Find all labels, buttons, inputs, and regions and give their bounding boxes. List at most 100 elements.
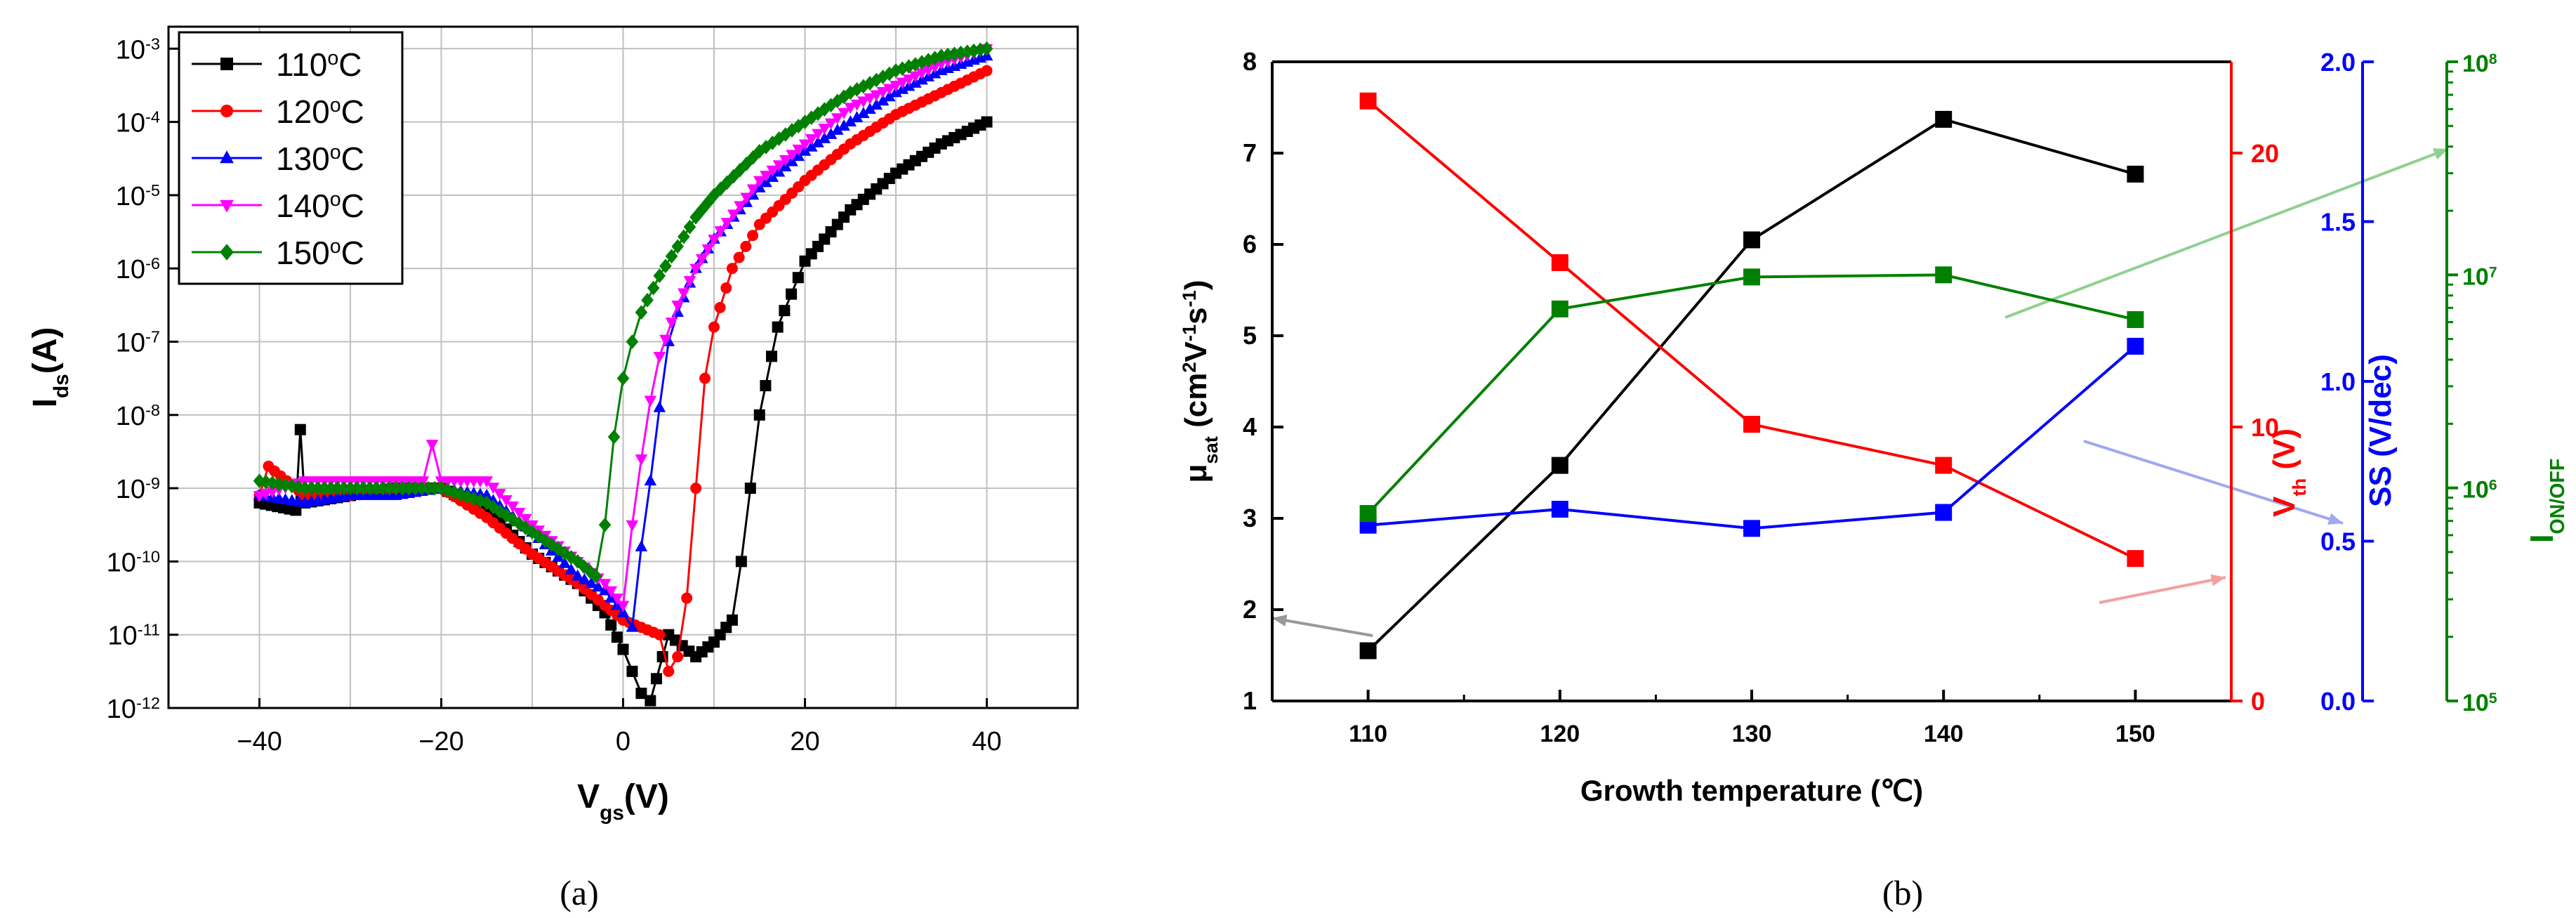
data-point-120 (663, 665, 675, 677)
y-tick-label: 10-9 (116, 474, 160, 504)
mu-tick-label: 7 (1243, 138, 1257, 167)
legend-marker-130 (220, 150, 234, 164)
data-point-150 (337, 480, 350, 496)
data-point-150 (454, 487, 468, 502)
legend: 110oC 120oC 130oC 140oC 150oC (178, 31, 404, 285)
data-point-140 (838, 107, 850, 119)
data-point-110 (772, 321, 784, 333)
annotation-arrowhead-0 (1272, 615, 1288, 627)
y-tick-label: 10-10 (107, 547, 160, 577)
y-tick-label: 10-12 (107, 694, 160, 724)
data-point-mu (2127, 165, 2144, 183)
data-point-140 (734, 201, 746, 213)
data-point-150 (519, 520, 532, 536)
data-point-130 (818, 131, 831, 143)
data-point-150 (665, 249, 678, 264)
panel-b-parameters-chart: 110 120 130 140 150 Growth temperature (℃) 1 2 3… (1178, 47, 2570, 807)
data-point-140 (519, 513, 532, 525)
data-point-150 (616, 371, 630, 386)
data-point-150 (474, 493, 487, 509)
data-point-vth (2127, 550, 2144, 568)
x-axis-label: Vgs(V) (577, 778, 669, 825)
data-point-150 (487, 499, 500, 515)
data-point-110 (766, 350, 778, 362)
data-point-120 (720, 282, 732, 294)
data-point-110 (779, 305, 791, 317)
data-point-150 (344, 480, 357, 496)
onoff-tick-label: 106 (2462, 477, 2497, 504)
data-point-120 (747, 230, 759, 242)
data-point-140 (883, 84, 896, 96)
data-point-150 (396, 480, 409, 496)
data-point-150 (626, 334, 639, 349)
data-point-150 (607, 429, 621, 445)
data-point-150 (357, 480, 370, 496)
data-point-140 (506, 501, 520, 513)
data-point-140 (665, 317, 678, 329)
data-point-150 (305, 480, 318, 496)
series-line-vth (1367, 100, 2136, 560)
data-point-150 (311, 480, 324, 496)
data-point-150 (415, 480, 428, 496)
data-point-150 (598, 517, 612, 532)
ss-tick-label: 1.0 (2320, 367, 2356, 396)
data-point-110 (744, 483, 756, 494)
data-point-150 (678, 229, 690, 244)
mu-tick-label: 5 (1243, 321, 1257, 350)
data-point-140 (416, 476, 430, 488)
data-point-150 (350, 480, 364, 496)
data-point-150 (428, 480, 442, 496)
data-point-150 (532, 529, 546, 544)
data-point-140 (425, 440, 439, 452)
y-tick-label: 10-7 (116, 327, 160, 358)
data-point-130 (870, 98, 883, 110)
data-point-110 (605, 619, 617, 631)
data-point-150 (402, 480, 416, 496)
data-point-110 (617, 643, 629, 655)
mu-axis-label: μsat (cm2V-1s-1) (1178, 280, 1222, 483)
data-point-120 (681, 592, 693, 604)
data-point-140 (605, 586, 618, 598)
data-point-ss (1935, 504, 1953, 521)
x-tick-label: −40 (237, 727, 282, 756)
data-point-140 (746, 184, 760, 196)
data-point-130 (480, 488, 494, 500)
data-point-mu (1551, 457, 1568, 474)
data-point-110 (645, 695, 656, 707)
data-point-150 (671, 239, 684, 254)
data-point-130 (857, 107, 870, 119)
data-point-120 (654, 629, 666, 641)
data-point-onoff (1359, 505, 1377, 523)
data-point-140 (786, 150, 798, 162)
data-point-110 (294, 424, 306, 435)
data-point-140 (727, 209, 740, 221)
data-point-140 (844, 103, 857, 114)
panel-a-iv-chart: −40 −20 0 20 40 10-12 10-11 10-10 10-9 10-8 10-7 10… (27, 25, 1079, 825)
data-point-150 (683, 219, 696, 235)
legend-entry-140: 140oC (276, 188, 364, 224)
onoff-tick-label: 108 (2462, 51, 2497, 77)
data-point-140 (760, 171, 772, 183)
data-point-vth (1359, 92, 1377, 110)
vth-tick-label: 10 (2251, 413, 2279, 442)
data-point-150 (734, 162, 746, 178)
data-point-150 (545, 537, 558, 552)
data-point-150 (798, 114, 812, 129)
legend-entry-120: 120oC (276, 93, 364, 130)
data-point-130 (844, 114, 857, 126)
y-tick-label: 10-3 (116, 34, 160, 65)
data-point-150 (564, 550, 578, 565)
data-point-150 (766, 135, 779, 150)
data-point-130 (653, 400, 666, 412)
x-tick-label: 130 (1732, 721, 1772, 747)
data-point-150 (902, 59, 916, 74)
x-tick-label: 120 (1540, 721, 1580, 747)
ss-tick-label: 0.0 (2320, 687, 2356, 716)
data-point-130 (824, 127, 838, 139)
data-point-140 (740, 192, 753, 204)
data-point-mu (1743, 231, 1760, 249)
data-point-120 (672, 650, 684, 662)
mu-tick-label: 4 (1243, 412, 1257, 441)
data-point-150 (506, 512, 520, 527)
